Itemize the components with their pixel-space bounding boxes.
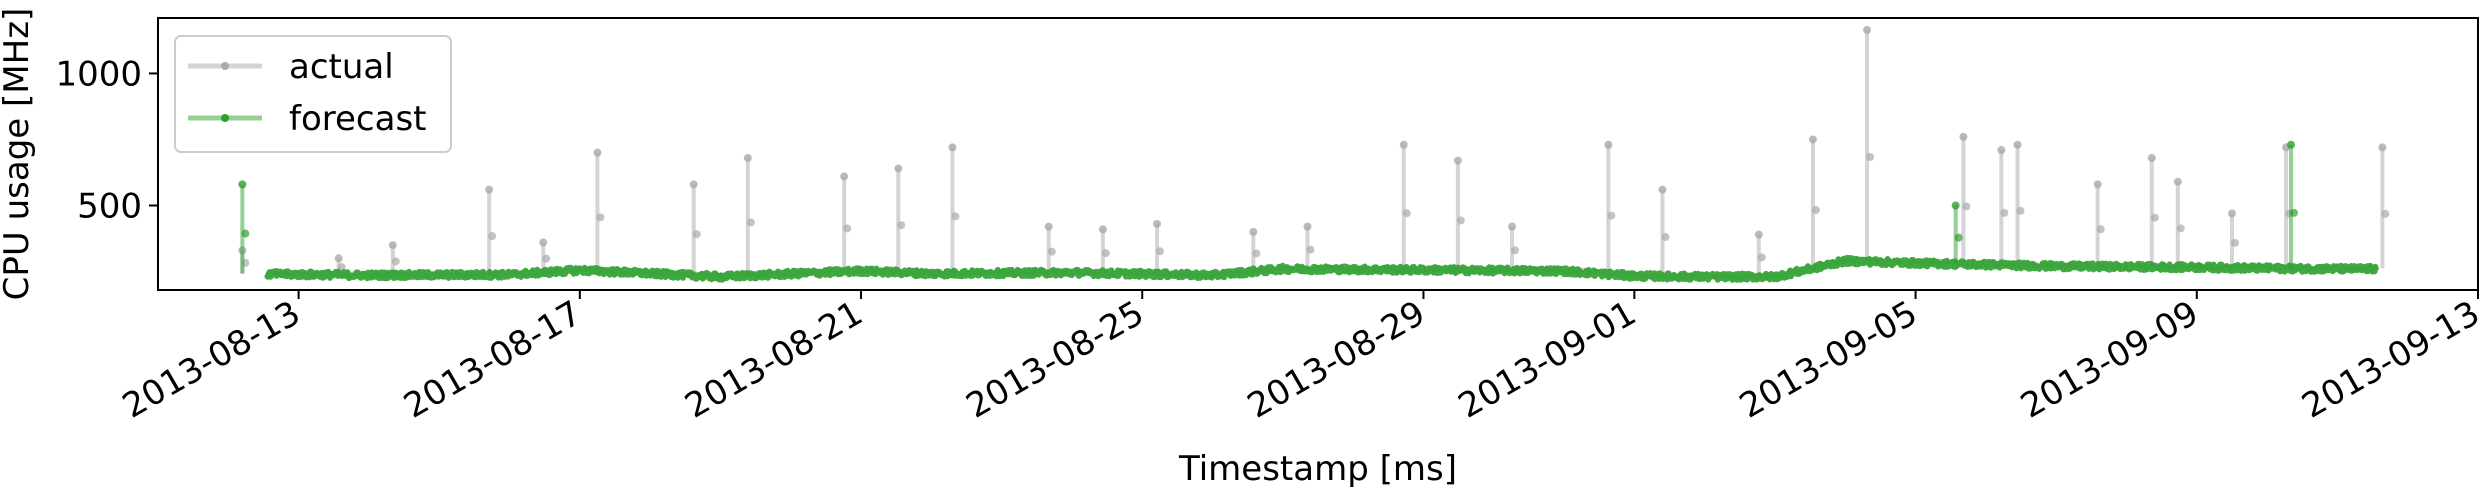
spike-point-actual	[1808, 135, 1817, 144]
legend-marker-actual	[221, 62, 229, 70]
spike-point-actual	[485, 185, 494, 194]
series-line-forecast	[264, 254, 2380, 283]
spike-point-actual	[2378, 143, 2387, 152]
spike-point-actual	[391, 257, 400, 266]
spike-point-actual	[1997, 146, 2006, 155]
spike-point-actual	[1252, 249, 1261, 258]
y-tick-label: 1000	[55, 54, 142, 94]
spike-point-actual	[596, 213, 605, 222]
spike-point-actual	[1249, 227, 1258, 236]
legend: actual forecast	[174, 35, 452, 153]
spike-point-actual	[1604, 140, 1613, 149]
spike-point-forecast	[2286, 140, 2295, 149]
spike-point-actual	[746, 218, 755, 227]
legend-marker-forecast	[221, 114, 229, 122]
spike-point-actual	[1757, 253, 1766, 262]
spike-point-actual	[2093, 180, 2102, 189]
spike-point-actual	[1101, 249, 1110, 258]
spike-point-actual	[1866, 152, 1875, 161]
plot-frame	[157, 17, 2479, 291]
spike-point-actual	[948, 143, 957, 152]
spike-point-forecast	[241, 229, 250, 238]
plot-area	[238, 25, 2390, 283]
spike-point-actual	[1153, 219, 1162, 228]
spike-point-actual	[1044, 222, 1053, 231]
spike-point-actual	[2000, 208, 2009, 217]
x-tick-label: 2013-08-25	[960, 293, 1151, 426]
spike-point-actual	[1511, 246, 1520, 255]
y-axis: 500 1000	[55, 54, 158, 226]
x-tick-label: 2013-08-29	[1241, 293, 1432, 426]
spike-point-actual	[1661, 233, 1670, 242]
legend-label-forecast: forecast	[289, 99, 427, 139]
spike-point-actual	[1658, 185, 1667, 194]
spike-point-actual	[1306, 245, 1315, 254]
y-axis-label: CPU usage [MHz]	[0, 8, 37, 301]
spike-point-actual	[743, 153, 752, 162]
spike-point-actual	[840, 172, 849, 181]
spike-point-actual	[2013, 140, 2022, 149]
spike-point-actual	[1863, 25, 1872, 34]
y-tick-label: 500	[77, 186, 142, 226]
spike-point-actual	[337, 263, 346, 272]
spike-point-actual	[1303, 222, 1312, 231]
spike-point-actual	[894, 164, 903, 173]
spike-point-actual	[1811, 206, 1820, 215]
x-tick-label: 2013-08-13	[116, 293, 307, 426]
spike-point-actual	[388, 241, 397, 250]
spike-point-actual	[1453, 156, 1462, 165]
spike-point-actual	[1402, 209, 1411, 218]
spike-point-forecast	[1954, 233, 1963, 242]
x-tick-label: 2013-08-17	[397, 293, 588, 426]
spike-point-actual	[692, 230, 701, 239]
spike-point-forecast	[2289, 208, 2298, 217]
x-tick-label: 2013-09-01	[1452, 293, 1643, 426]
x-axis-label: Timestamp [ms]	[1178, 449, 1457, 489]
spike-point-actual	[2016, 206, 2025, 215]
spike-point-actual	[488, 232, 497, 241]
spike-point-actual	[951, 212, 960, 221]
spike-point-actual	[1456, 216, 1465, 225]
spike-point-actual	[2147, 153, 2156, 162]
spike-point-actual	[2173, 177, 2182, 186]
x-tick-label: 2013-09-13	[2295, 293, 2481, 426]
spike-point-actual	[2230, 238, 2239, 247]
legend-label-actual: actual	[289, 47, 394, 87]
spike-point-actual	[1098, 225, 1107, 234]
spike-point-actual	[1156, 247, 1165, 256]
spike-point-actual	[897, 221, 906, 230]
spike-point-actual	[2176, 224, 2185, 233]
spike-point-actual	[542, 254, 551, 263]
spike-point-forecast	[238, 180, 247, 189]
spike-point-actual	[2096, 225, 2105, 234]
x-axis: 2013-08-13 2013-08-17 2013-08-21 2013-08-25…	[116, 290, 2481, 427]
spike-point-actual	[2227, 209, 2236, 218]
spike-point-actual	[1047, 247, 1056, 256]
spike-point-actual	[1962, 202, 1971, 211]
spike-point-actual	[334, 254, 343, 263]
spike-point-actual	[2150, 213, 2159, 222]
spike-point-forecast	[1951, 201, 1960, 210]
x-tick-label: 2013-09-09	[2014, 293, 2205, 426]
spike-point-actual	[1399, 140, 1408, 149]
spike-point-actual	[1754, 230, 1763, 239]
spike-point-actual	[1508, 222, 1517, 231]
x-tick-label: 2013-08-21	[678, 293, 869, 426]
spike-point-actual	[2381, 209, 2390, 218]
spike-point-actual	[539, 238, 548, 247]
spike-point-actual	[593, 148, 602, 157]
spike-point-actual	[843, 224, 852, 233]
x-tick-label: 2013-09-05	[1733, 293, 1924, 426]
spike-point-actual	[1607, 211, 1616, 220]
spike-point-actual	[1959, 132, 1968, 141]
spike-point-actual	[689, 180, 698, 189]
